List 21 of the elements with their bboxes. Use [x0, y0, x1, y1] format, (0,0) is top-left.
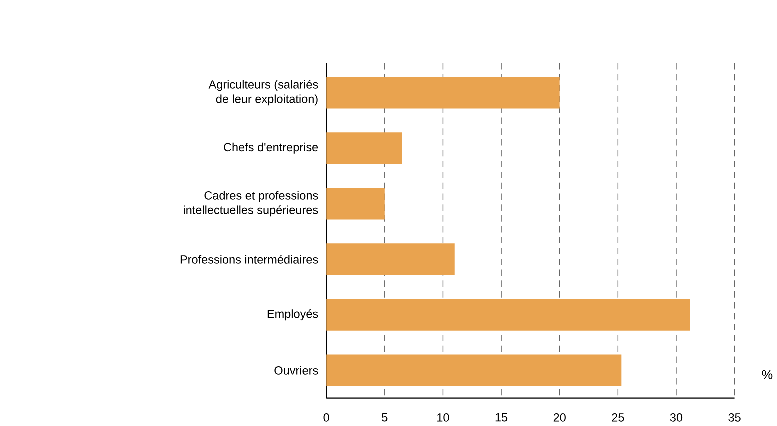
- y-tick-label: Chefs d'entreprise: [224, 143, 318, 154]
- bar: [326, 244, 455, 276]
- x-tick-label: 30: [670, 414, 683, 422]
- bar: [326, 299, 690, 331]
- x-tick-label: 5: [382, 414, 388, 422]
- x-tick-label: 35: [728, 414, 741, 422]
- y-tick-label: Employés: [268, 310, 318, 321]
- x-tick-label: 0: [324, 414, 330, 422]
- x-axis-title: %: [762, 370, 773, 380]
- bar: [326, 132, 402, 164]
- y-tick-label: Cadres et professions intellectuelles supérieures: [184, 191, 318, 217]
- y-tick-label: Agriculteurs (salariés de leur exploitation): [208, 80, 318, 106]
- x-tick-label: 20: [554, 414, 566, 422]
- bar: [326, 188, 385, 220]
- x-tick-label: 10: [438, 414, 450, 422]
- y-tick-label: Ouvriers: [274, 366, 318, 375]
- y-tick-label: Professions intermédiaires: [180, 255, 318, 264]
- bar: [326, 354, 622, 387]
- x-tick-label: 25: [612, 414, 624, 422]
- x-tick-label: 15: [496, 414, 508, 422]
- bar: [326, 77, 560, 109]
